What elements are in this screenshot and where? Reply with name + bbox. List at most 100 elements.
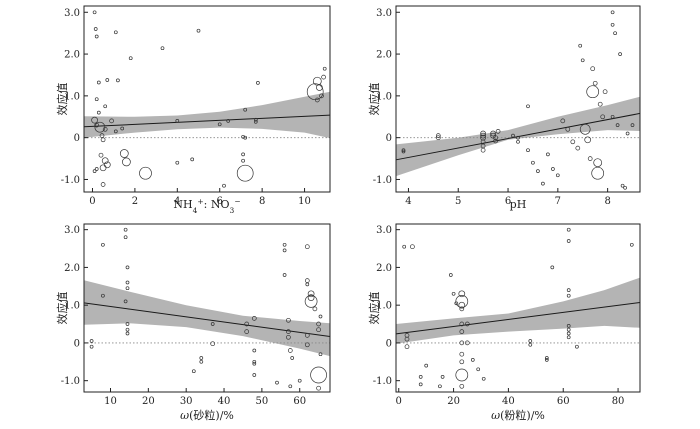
data-point [454, 301, 459, 306]
data-point [544, 358, 549, 362]
data-point [528, 339, 533, 343]
data-point [109, 118, 114, 124]
data-point [459, 329, 465, 334]
data-point [418, 382, 423, 387]
data-point [401, 148, 406, 153]
x-tick-label: 40 [502, 396, 515, 407]
data-point [480, 147, 486, 153]
data-point [103, 104, 108, 109]
data-point [304, 278, 310, 283]
data-point [226, 119, 231, 123]
data-point [410, 244, 415, 250]
data-point [93, 27, 98, 31]
x-tick-label: 50 [256, 396, 269, 407]
data-point [470, 358, 475, 362]
data-point [526, 148, 530, 153]
data-point [319, 93, 324, 99]
plot-frame [83, 223, 331, 393]
data-point [566, 324, 571, 328]
data-point [610, 22, 615, 27]
data-point [139, 166, 152, 180]
data-point [459, 359, 465, 365]
data-point [490, 130, 496, 137]
data-point [116, 78, 120, 83]
confidence-band [396, 277, 640, 344]
y-tick-label: 3.0 [64, 225, 80, 236]
regression-line [83, 302, 331, 337]
data-point [587, 156, 593, 161]
data-point [89, 339, 94, 343]
data-point [94, 97, 99, 102]
plot-frame [395, 223, 641, 393]
data-point [516, 139, 520, 144]
data-point [113, 30, 118, 35]
x-tick-label: 8 [259, 196, 265, 207]
data-point [101, 157, 109, 165]
data-point [304, 333, 310, 338]
data-point [123, 227, 128, 232]
y-axis-label: 效应值 [367, 292, 381, 325]
y-tick-label: 1.0 [64, 91, 80, 102]
x-tick-label: 0 [396, 396, 402, 407]
data-point [243, 135, 248, 140]
y-tick-label: 2.0 [64, 50, 80, 61]
data-point [620, 183, 625, 188]
data-point [125, 322, 130, 326]
x-tick-label: 60 [557, 396, 570, 407]
regression-line [395, 112, 641, 161]
data-point [123, 299, 128, 304]
data-point [476, 367, 481, 372]
data-point [103, 161, 111, 169]
data-point [316, 321, 321, 327]
data-point [610, 114, 615, 119]
data-point [570, 139, 576, 145]
data-point [222, 183, 226, 188]
data-point [435, 135, 441, 141]
data-point [314, 97, 320, 103]
data-point [480, 130, 486, 137]
data-point [123, 235, 128, 240]
data-point [312, 306, 318, 312]
data-point [480, 132, 486, 139]
data-point [99, 164, 107, 172]
data-point [125, 280, 130, 285]
y-axis-label: 效应值 [55, 83, 69, 116]
data-point [546, 152, 550, 157]
data-point [307, 290, 315, 298]
data-point [256, 81, 260, 85]
x-axis-label: pH [510, 198, 527, 211]
data-point [304, 244, 310, 250]
data-point [99, 133, 105, 138]
data-point [286, 329, 291, 334]
data-point [252, 359, 257, 364]
data-point [244, 329, 250, 334]
data-point [591, 166, 605, 180]
data-point [98, 152, 104, 158]
data-point [318, 314, 323, 319]
x-tick-label: 6 [505, 196, 511, 207]
data-point [493, 138, 498, 144]
panel-silt-fraction: -1.0 0 1.0 2.0 3.0 0 20 40 60 80 ω(粉粒)/% 效应值 [367, 223, 641, 422]
data-point [440, 375, 445, 379]
data-point [288, 384, 293, 389]
data-point [210, 322, 215, 326]
data-point [629, 242, 634, 247]
data-point [459, 383, 465, 389]
data-point [236, 164, 254, 182]
x-tick-label: 20 [142, 396, 155, 407]
data-point [92, 169, 97, 173]
x-tick-label: 6 [217, 196, 223, 207]
regression-line [83, 114, 331, 128]
data-point [191, 369, 196, 374]
y-tick-label: -1.0 [61, 376, 80, 387]
confidence-band [84, 280, 330, 357]
y-tick-label: 1.0 [376, 301, 392, 312]
confidence-band [84, 91, 330, 139]
data-point [318, 352, 323, 357]
x-tick-label: 20 [447, 396, 460, 407]
data-point [100, 137, 106, 143]
data-point [592, 80, 598, 86]
data-point [464, 340, 470, 346]
x-axis-label: ω(粉粒)/% [491, 408, 545, 422]
y-tick-label: 2.0 [376, 263, 392, 274]
